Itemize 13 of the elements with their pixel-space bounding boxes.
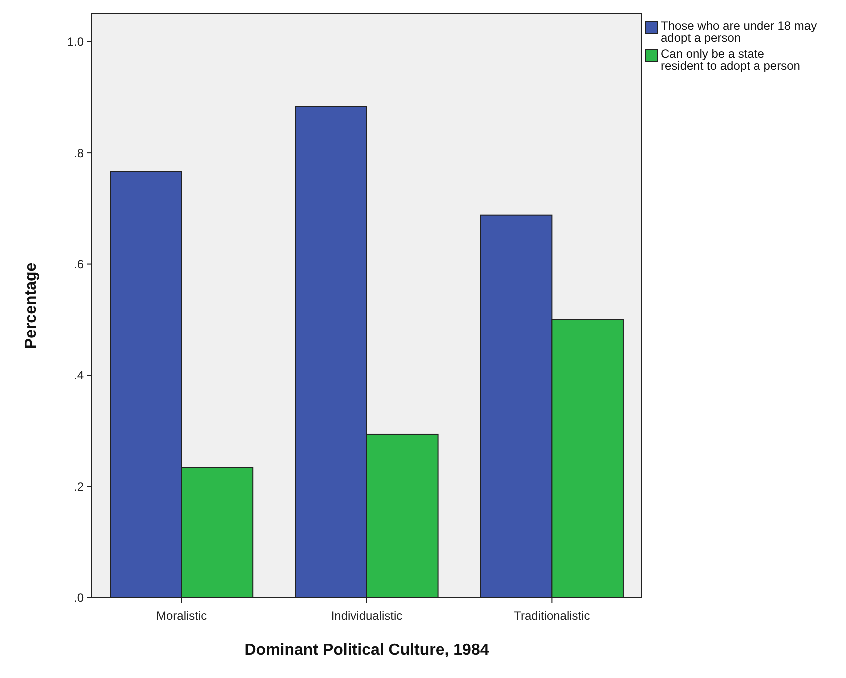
x-axis-title: Dominant Political Culture, 1984 <box>244 642 490 659</box>
legend-label: Can only be a state resident to adopt a person <box>661 47 800 73</box>
y-tick-label: .2 <box>74 480 84 494</box>
x-tick-label: Moralistic <box>156 609 208 623</box>
y-tick-label: .0 <box>74 591 84 606</box>
y-tick-label: .6 <box>74 257 84 272</box>
x-tick-label: Traditionalistic <box>514 609 590 623</box>
y-axis-title: Percentage <box>23 262 40 350</box>
y-tick-label: .4 <box>74 368 84 383</box>
legend-label: Those who are under 18 may adopt a person <box>661 19 818 45</box>
x-tick-label: Individualistic <box>331 609 403 623</box>
y-tick-label: 1.0 <box>67 35 84 50</box>
y-tick-label: .8 <box>74 146 84 160</box>
